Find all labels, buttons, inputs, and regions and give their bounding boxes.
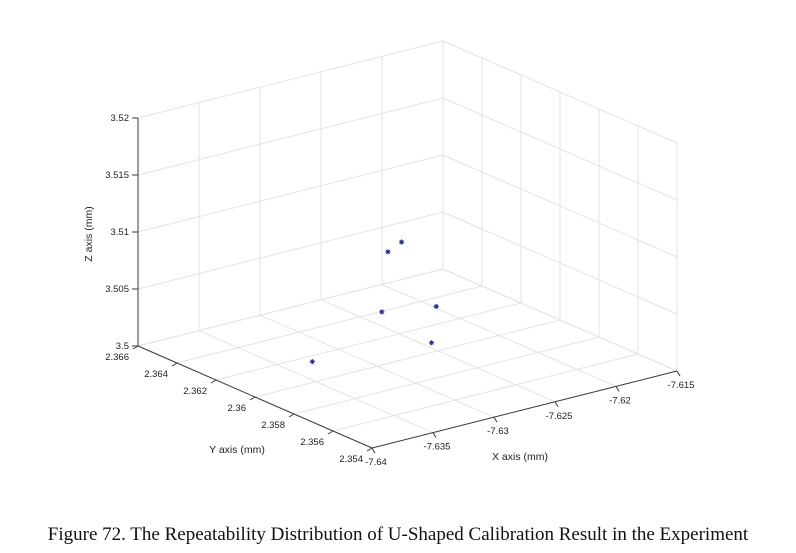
floor-grid-line (254, 319, 561, 398)
x-tick-label: -7.62 (609, 395, 631, 406)
grid-layer (137, 40, 678, 449)
y-axis-label: Y axis (mm) (209, 444, 265, 456)
z-tick-label: 3.515 (105, 170, 129, 181)
data-point-marker (398, 239, 405, 245)
x-tick-mark (554, 401, 559, 408)
x-tick-mark (676, 370, 681, 377)
floor-grid-line (215, 302, 522, 381)
back-wall-grid-line (137, 268, 444, 347)
y-tick-label: 2.36 (228, 403, 247, 414)
x-axis-label: X axis (mm) (492, 451, 548, 463)
x-tick-mark (493, 416, 498, 423)
y-tick-mark (210, 379, 217, 384)
y-tick-mark (288, 413, 295, 418)
data-point-marker (309, 359, 315, 365)
x-tick-mark (432, 432, 437, 438)
x-tick-label: -7.635 (424, 442, 451, 453)
marker-stroke (385, 249, 391, 255)
x-axis-line (371, 370, 678, 449)
side-wall-grid-line (442, 211, 678, 315)
x-tick-label: -7.625 (546, 411, 573, 422)
floor-grid-line (293, 336, 600, 415)
x-tick-label: -7.64 (365, 457, 387, 468)
side-wall-grid-line (442, 40, 678, 144)
data-point-marker (433, 303, 439, 310)
axes-layer (132, 117, 681, 454)
y-tick-label: 2.362 (183, 386, 207, 397)
x-tick-mark (371, 447, 376, 454)
y-tick-mark (171, 362, 178, 367)
y-tick-label: 2.364 (144, 369, 168, 380)
back-wall-grid-line (137, 154, 444, 233)
marker-stroke (379, 309, 385, 315)
back-wall-grid-line (137, 97, 444, 176)
z-tick-label: 3.505 (105, 284, 129, 295)
z-axis-label: Z axis (mm) (83, 206, 95, 261)
z-tick-label: 3.52 (111, 113, 130, 124)
y-tick-label: 2.356 (300, 437, 324, 448)
floor-grid-line (332, 353, 639, 432)
z-tick-label: 3.5 (116, 341, 129, 352)
back-wall-grid-line (137, 211, 444, 290)
tick-labels: -7.64 -7.635 -7.63 -7.625 -7.62 -7.615 2.354 2.… (105, 113, 694, 468)
x-tick-mark (615, 386, 620, 392)
x-tick-label: -7.615 (668, 380, 695, 391)
marker-stroke (434, 304, 439, 309)
marker-stroke (399, 239, 404, 245)
y-tick-label: 2.358 (261, 420, 285, 431)
side-wall-grid-line (442, 154, 678, 258)
data-points (309, 239, 439, 365)
y-tick-mark (366, 447, 373, 452)
side-wall-grid-line (442, 268, 678, 372)
x-tick-label: -7.63 (487, 426, 509, 437)
figure-caption: Figure 72. The Repeatability Distributio… (47, 524, 749, 545)
y-tick-mark (327, 430, 334, 435)
y-tick-mark (249, 396, 256, 401)
data-point-marker (379, 309, 385, 315)
y-tick-label: 2.366 (105, 352, 129, 363)
marker-stroke (429, 340, 434, 345)
back-wall-grid-line (137, 40, 444, 119)
y-tick-label: 2.354 (339, 454, 363, 465)
side-wall-grid-line (442, 97, 678, 201)
marker-stroke (310, 359, 315, 364)
floor-grid-line (176, 285, 483, 364)
data-point-marker (428, 340, 435, 346)
data-point-marker (385, 249, 391, 255)
z-tick-label: 3.51 (111, 227, 130, 238)
